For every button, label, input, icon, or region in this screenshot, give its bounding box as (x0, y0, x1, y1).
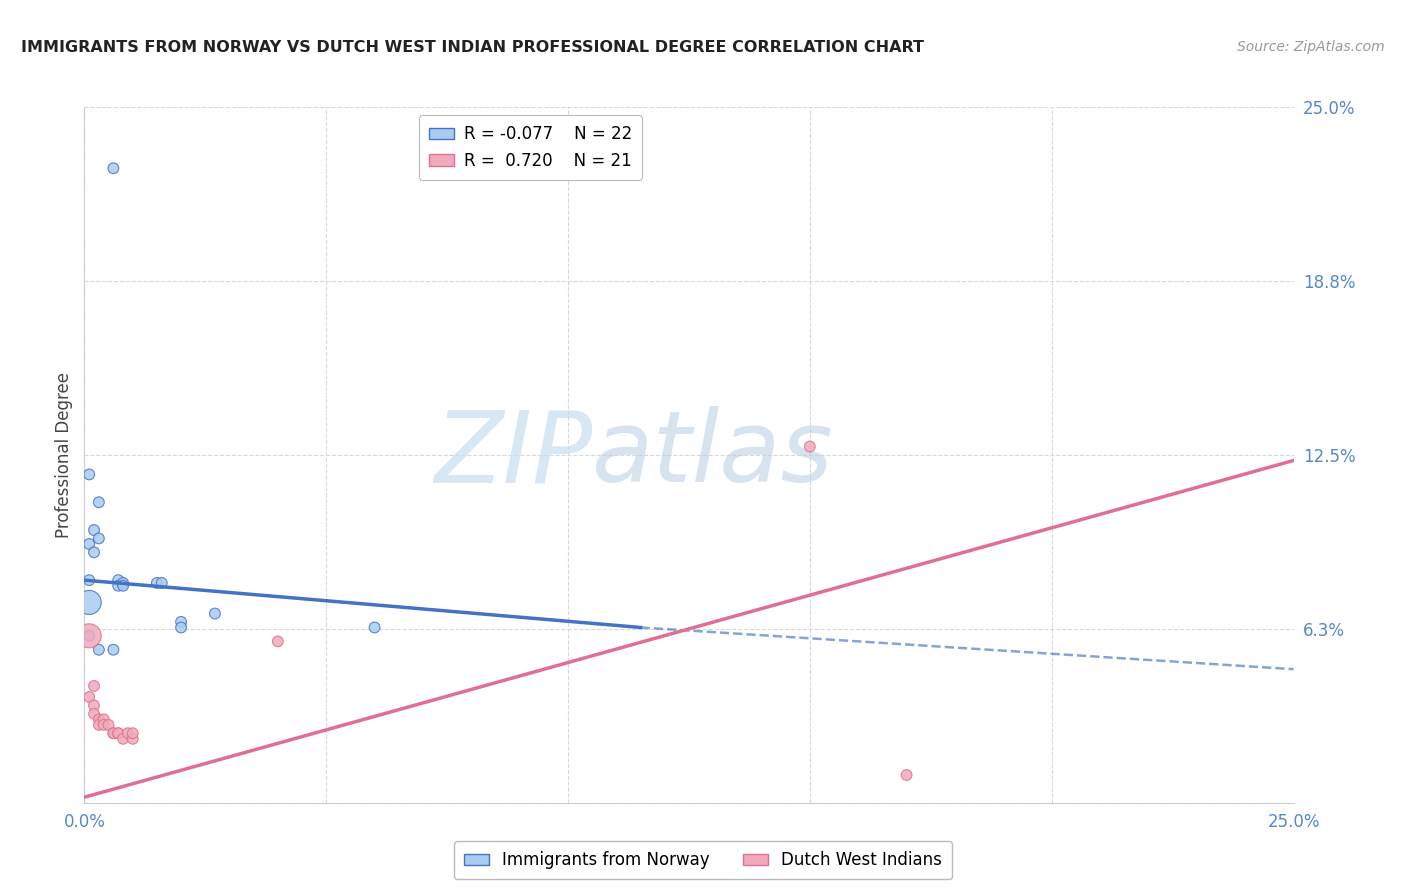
Point (77, 629, 100, 643)
Point (83, 679, 105, 693)
Point (93, 712, 115, 726)
Legend: R = -0.077    N = 22, R =  0.720    N = 21: R = -0.077 N = 22, R = 0.720 N = 21 (419, 115, 643, 179)
Point (87, 532, 110, 546)
Point (103, 642, 125, 657)
Point (87, 495, 110, 509)
Point (103, 726, 125, 740)
Point (204, 607, 226, 621)
Point (107, 573, 129, 587)
Legend: Immigrants from Norway, Dutch West Indians: Immigrants from Norway, Dutch West India… (454, 841, 952, 880)
Text: atlas: atlas (592, 407, 834, 503)
Point (97, 718, 120, 732)
Point (121, 726, 143, 740)
Point (150, 576, 173, 591)
Point (103, 161, 125, 176)
Point (267, 634, 290, 648)
Point (77, 690, 100, 704)
Point (170, 620, 193, 634)
Point (107, 726, 129, 740)
Point (799, 440, 821, 454)
Point (77, 537, 100, 551)
Point (87, 718, 110, 732)
Text: IMMIGRANTS FROM NORWAY VS DUTCH WEST INDIAN PROFESSIONAL DEGREE CORRELATION CHAR: IMMIGRANTS FROM NORWAY VS DUTCH WEST IND… (21, 40, 924, 55)
Point (87, 712, 110, 726)
Point (112, 576, 135, 591)
Point (146, 576, 169, 591)
Point (83, 706, 105, 721)
Point (112, 731, 135, 746)
Point (112, 579, 135, 593)
Point (83, 698, 105, 713)
Point (121, 731, 143, 746)
Point (103, 726, 125, 740)
Point (107, 579, 129, 593)
Point (170, 615, 193, 629)
Point (77, 467, 100, 482)
Point (87, 642, 110, 657)
Point (77, 629, 100, 643)
Point (77, 573, 100, 587)
Text: ZIP: ZIP (434, 407, 592, 503)
Point (93, 718, 115, 732)
Point (896, 768, 918, 782)
Point (83, 545, 105, 559)
Point (77, 595, 100, 609)
Point (363, 620, 385, 634)
Point (107, 726, 129, 740)
Text: Source: ZipAtlas.com: Source: ZipAtlas.com (1237, 40, 1385, 54)
Point (83, 523, 105, 537)
Point (117, 726, 139, 740)
Y-axis label: Professional Degree: Professional Degree (55, 372, 73, 538)
